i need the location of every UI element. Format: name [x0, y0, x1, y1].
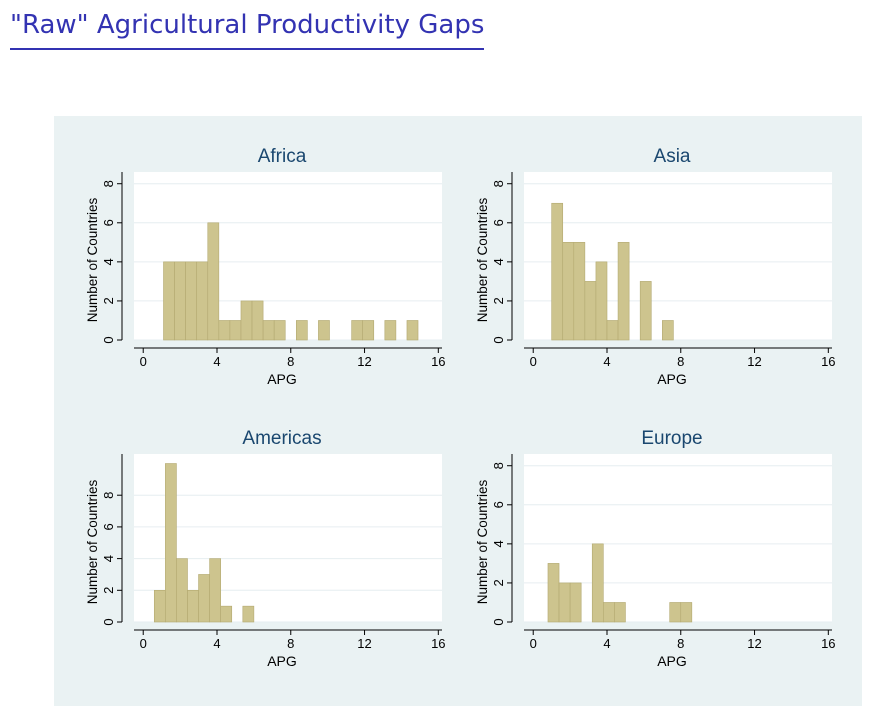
histogram-bar-africa [207, 222, 220, 341]
y-tick-label-africa: 2 [101, 297, 116, 304]
x-tick-label-africa: 8 [287, 354, 294, 369]
x-axis-label-europe: APG [657, 653, 687, 669]
x-tick-label-asia: 8 [677, 354, 684, 369]
x-tick-label-europe: 4 [603, 636, 610, 651]
histogram-bar-asia [551, 202, 564, 341]
histogram-bar-europe [603, 602, 615, 623]
histogram-bar-americas [153, 590, 166, 623]
histogram-bar-africa [218, 320, 231, 341]
histogram-bar-africa [196, 261, 209, 341]
histogram-bar-americas [220, 605, 233, 623]
subplot-title-americas: Americas [242, 428, 321, 449]
histogram-bar-asia [584, 281, 597, 341]
y-tick-label-americas: 6 [101, 523, 116, 530]
y-tick-label-americas: 0 [101, 618, 116, 625]
histogram-bar-asia [562, 242, 575, 341]
histogram-bar-africa [163, 261, 175, 341]
subplot-title-europe: Europe [641, 428, 702, 449]
histogram-bar-africa [262, 320, 275, 341]
histogram-bar-europe [680, 602, 693, 623]
y-tick-label-europe: 4 [491, 540, 506, 547]
histogram-bar-africa [295, 320, 308, 341]
x-tick-label-europe: 16 [821, 636, 835, 651]
y-tick-label-asia: 8 [491, 180, 506, 187]
x-tick-label-europe: 8 [677, 636, 684, 651]
y-tick-label-asia: 4 [491, 258, 506, 265]
y-tick-label-europe: 8 [491, 462, 506, 469]
histogram-bar-asia [595, 261, 608, 341]
x-tick-label-europe: 0 [530, 636, 537, 651]
histogram-bar-americas [187, 590, 199, 623]
y-tick-label-europe: 6 [491, 501, 506, 508]
x-tick-label-africa: 4 [213, 354, 220, 369]
histogram-bar-americas [165, 463, 177, 623]
y-tick-label-africa: 8 [101, 180, 116, 187]
x-tick-label-africa: 0 [140, 354, 147, 369]
y-tick-label-africa: 6 [101, 219, 116, 226]
y-tick-label-asia: 0 [491, 336, 506, 343]
y-axis-label-europe: Number of Countries [475, 479, 490, 604]
x-axis-label-asia: APG [657, 371, 687, 387]
x-tick-label-europe: 12 [747, 636, 761, 651]
histogram-bar-asia [606, 320, 619, 341]
histogram-bar-asia [617, 242, 630, 341]
histogram-bar-africa [406, 320, 419, 341]
histogram-bar-africa [384, 320, 397, 341]
y-tick-label-asia: 2 [491, 297, 506, 304]
x-tick-label-asia: 12 [747, 354, 761, 369]
x-tick-label-africa: 16 [431, 354, 445, 369]
histogram-bar-asia [639, 281, 652, 341]
y-axis-label-asia: Number of Countries [475, 197, 490, 322]
x-tick-label-americas: 12 [357, 636, 371, 651]
histogram-bar-americas [176, 558, 188, 623]
slide-title: "Raw" Agricultural Productivity Gaps [10, 10, 485, 40]
y-tick-label-americas: 8 [101, 492, 116, 499]
histogram-bar-asia [573, 242, 586, 341]
histogram-bar-africa [174, 261, 186, 341]
x-tick-label-americas: 4 [213, 636, 220, 651]
y-tick-label-americas: 2 [101, 587, 116, 594]
histogram-bar-europe [569, 582, 582, 623]
y-tick-label-africa: 4 [101, 258, 116, 265]
histogram-bar-africa [318, 320, 330, 341]
x-tick-label-americas: 16 [431, 636, 445, 651]
y-axis-label-africa: Number of Countries [85, 197, 100, 322]
title-underline [10, 48, 484, 50]
histogram-bar-africa [185, 261, 198, 341]
x-tick-label-asia: 16 [821, 354, 835, 369]
histogram-bar-americas [209, 558, 221, 623]
x-tick-label-africa: 12 [357, 354, 371, 369]
histogram-bar-europe [614, 602, 626, 623]
y-tick-label-africa: 0 [101, 336, 116, 343]
histogram-bar-africa [351, 320, 363, 341]
y-tick-label-americas: 4 [101, 555, 116, 562]
x-tick-label-americas: 8 [287, 636, 294, 651]
histogram-bar-africa [273, 320, 286, 341]
y-tick-label-europe: 0 [491, 618, 506, 625]
histogram-bar-africa [362, 320, 375, 341]
histogram-bar-americas [242, 605, 255, 623]
x-tick-label-asia: 4 [603, 354, 610, 369]
histogram-bar-americas [198, 574, 210, 623]
x-tick-label-asia: 0 [530, 354, 537, 369]
y-tick-label-asia: 6 [491, 219, 506, 226]
x-axis-label-africa: APG [267, 371, 297, 387]
histogram-bar-europe [669, 602, 682, 623]
x-tick-label-americas: 0 [140, 636, 147, 651]
histogram-bar-europe [558, 582, 571, 623]
histogram-bar-africa [229, 320, 242, 341]
x-axis-label-americas: APG [267, 653, 297, 669]
histogram-bar-europe [547, 563, 560, 623]
subplot-title-africa: Africa [258, 146, 307, 167]
histogram-bar-africa [251, 300, 264, 341]
subplot-title-asia: Asia [654, 146, 691, 167]
histogram-bar-asia [662, 320, 674, 341]
y-tick-label-europe: 2 [491, 579, 506, 586]
histogram-bar-africa [240, 300, 253, 341]
histogram-bar-europe [591, 543, 604, 623]
y-axis-label-americas: Number of Countries [85, 479, 100, 604]
